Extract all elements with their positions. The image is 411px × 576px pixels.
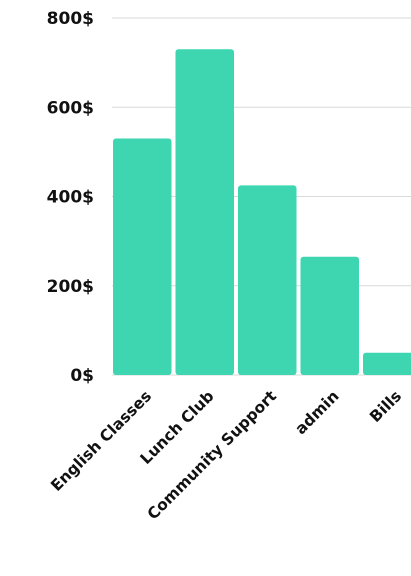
y-tick-label: 800$ [47, 9, 94, 29]
bar [363, 352, 411, 375]
y-tick-label: 0$ [70, 366, 94, 386]
y-tick-label: 600$ [47, 98, 94, 118]
x-category-label: English Classes [47, 387, 155, 495]
bars [113, 49, 411, 376]
x-category-label: Community Support [144, 387, 281, 524]
y-tick-label: 200$ [47, 277, 94, 297]
bar [113, 138, 172, 375]
x-category-label: Bills [366, 387, 405, 426]
bar [300, 256, 359, 375]
y-axis-tick-labels: 0$ 200$ 400$ 600$ 800$ [47, 9, 94, 386]
bar [238, 185, 297, 375]
x-category-label: admin [292, 387, 343, 438]
bar [175, 49, 234, 376]
y-tick-label: 400$ [47, 188, 94, 208]
